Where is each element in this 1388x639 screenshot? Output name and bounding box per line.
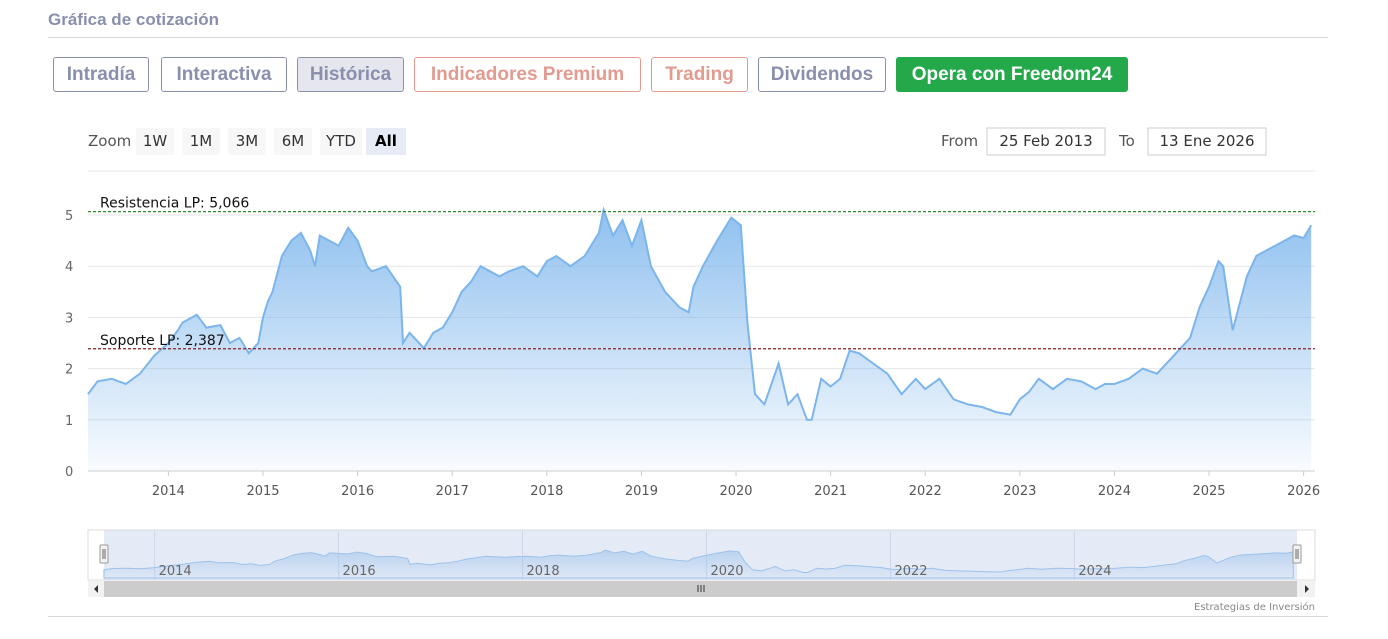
x-tick-label: 2019 xyxy=(625,484,658,499)
x-tick-label: 2026 xyxy=(1287,484,1320,499)
footer-divider xyxy=(48,616,1328,617)
zoom-button-3m[interactable] xyxy=(228,128,266,155)
y-tick-label: 0 xyxy=(65,465,73,480)
zoom-button-label-6m[interactable]: 6M xyxy=(282,132,305,150)
zoom-button-all[interactable] xyxy=(366,128,406,155)
zoom-buttons: 1W 1M 3M 6M YTD All xyxy=(136,128,406,155)
reference-line-label: Soporte LP: 2,387 xyxy=(100,333,225,349)
zoom-button-label-3m[interactable]: 3M xyxy=(236,132,259,150)
scrollbar-grip-icon xyxy=(697,585,705,592)
navigator-left-handle[interactable] xyxy=(99,544,109,564)
navigator-tick-label: 2020 xyxy=(710,564,743,579)
from-date-input[interactable]: 25 Feb 2013 xyxy=(999,132,1092,150)
tab-dividendos[interactable]: Dividendos xyxy=(758,57,886,92)
scroll-right-icon[interactable] xyxy=(1305,585,1309,593)
price-area xyxy=(88,209,1312,471)
navigator-tick-label: 2016 xyxy=(343,564,376,579)
reference-lines: Resistencia LP: 5,066 Soporte LP: 2,387 xyxy=(88,196,1315,350)
y-axis-labels: 0 1 2 3 4 5 xyxy=(65,209,73,480)
x-tick-label: 2017 xyxy=(436,484,469,499)
navigator-tick-label: 2022 xyxy=(894,564,927,579)
x-tick-label: 2023 xyxy=(1003,484,1036,499)
to-date-input[interactable]: 13 Ene 2026 xyxy=(1159,132,1254,150)
navigator-right-handle[interactable] xyxy=(1292,544,1302,564)
y-tick-label: 2 xyxy=(65,363,73,378)
to-label: To xyxy=(1118,132,1135,150)
x-tick-label: 2022 xyxy=(909,484,942,499)
x-tick-label: 2024 xyxy=(1098,484,1131,499)
tab-historica[interactable]: Histórica xyxy=(297,57,404,92)
x-tick-label: 2018 xyxy=(530,484,563,499)
navigator-series xyxy=(103,549,1294,579)
tab-interactiva[interactable]: Interactiva xyxy=(161,57,287,92)
navigator-tick-label: 2014 xyxy=(159,564,192,579)
zoom-button-label-1m[interactable]: 1M xyxy=(190,132,213,150)
navigator-labels: 2014 2016 2018 2020 2022 2024 xyxy=(159,564,1112,579)
y-tick-label: 1 xyxy=(65,414,73,429)
zoom-label: Zoom xyxy=(88,132,131,150)
y-tick-label: 5 xyxy=(65,209,73,224)
x-tick-label: 2016 xyxy=(341,484,374,499)
navigator-tick-label: 2018 xyxy=(527,564,560,579)
zoom-button-label-ytd[interactable]: YTD xyxy=(325,132,356,150)
x-tick-label: 2014 xyxy=(152,484,185,499)
tab-trading[interactable]: Trading xyxy=(651,57,748,92)
tab-opera-freedom24[interactable]: Opera con Freedom24 xyxy=(896,57,1128,92)
x-tick-label: 2020 xyxy=(719,484,752,499)
tab-indicadores-premium[interactable]: Indicadores Premium xyxy=(414,57,641,92)
chart-credit: Estrategias de Inversión xyxy=(1194,601,1315,613)
scroll-left-icon[interactable] xyxy=(94,585,98,593)
zoom-button-1m[interactable] xyxy=(182,128,220,155)
navigator-mask[interactable] xyxy=(104,530,1297,580)
section-title: Gráfica de cotización xyxy=(48,10,219,29)
zoom-button-label-all[interactable]: All xyxy=(375,132,397,150)
y-tick-label: 3 xyxy=(65,311,73,326)
zoom-button-label-1w[interactable]: 1W xyxy=(143,132,168,150)
tab-intradia[interactable]: Intradía xyxy=(53,57,149,92)
x-tick-label: 2025 xyxy=(1192,484,1225,499)
to-input-box[interactable] xyxy=(1147,127,1267,156)
x-axis-labels: 2014 2015 2016 2017 2018 2019 2020 2021 2022 2023… xyxy=(152,471,1320,499)
title-divider xyxy=(48,37,1328,38)
zoom-button-ytd[interactable] xyxy=(320,128,362,155)
x-tick-label: 2021 xyxy=(814,484,847,499)
y-tick-label: 4 xyxy=(65,260,73,275)
from-input-box[interactable] xyxy=(986,127,1106,156)
zoom-button-6m[interactable] xyxy=(274,128,312,155)
zoom-button-1w[interactable] xyxy=(136,128,174,155)
navigator-tick-label: 2024 xyxy=(1078,564,1111,579)
reference-line-label: Resistencia LP: 5,066 xyxy=(100,196,249,212)
price-line xyxy=(87,206,1313,421)
from-label: From xyxy=(941,132,978,150)
x-tick-label: 2015 xyxy=(246,484,279,499)
